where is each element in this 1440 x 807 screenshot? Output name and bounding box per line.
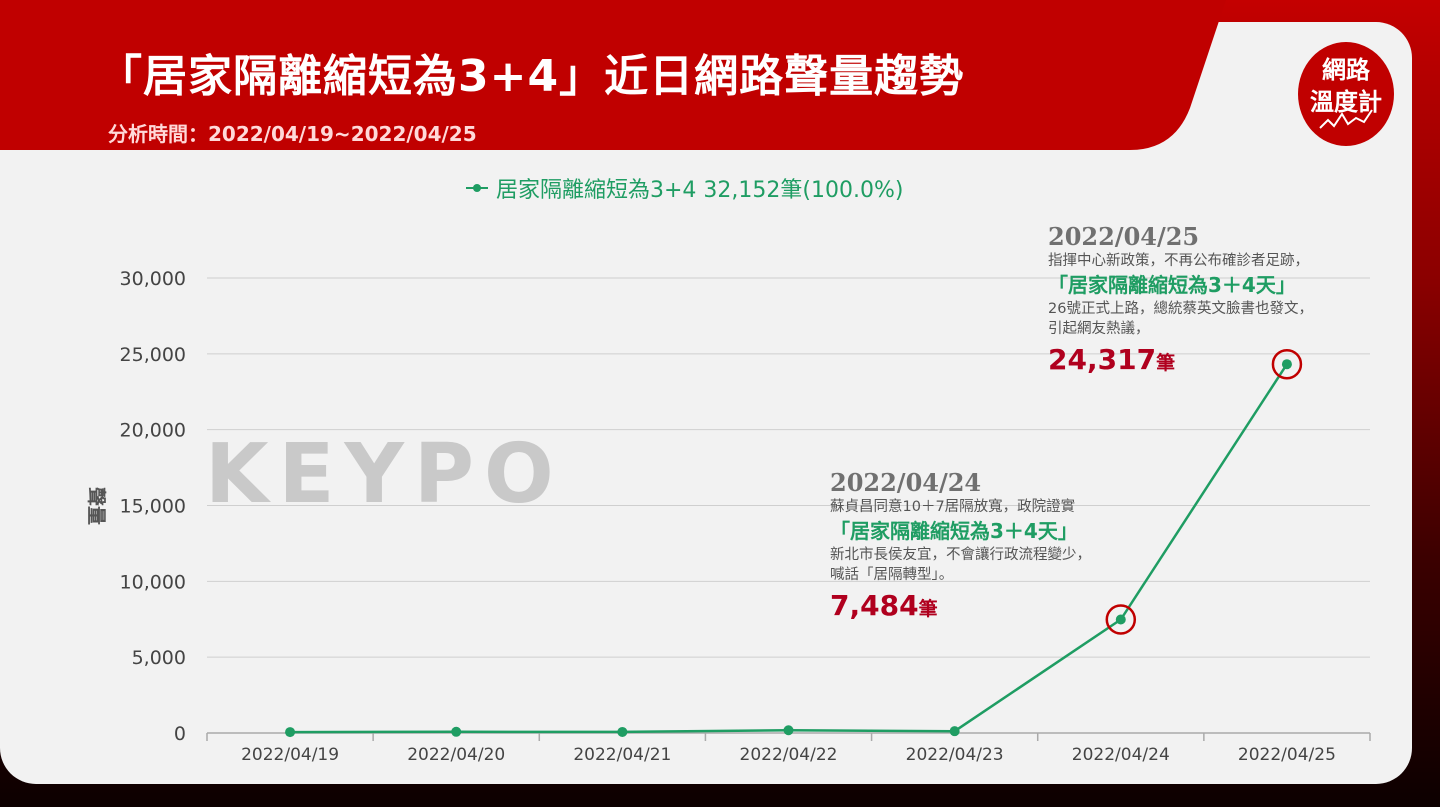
annotation-count: 24,317筆 bbox=[1048, 343, 1313, 376]
annotation-count-unit: 筆 bbox=[1156, 352, 1176, 374]
data-point[interactable] bbox=[783, 725, 794, 736]
pulse-icon bbox=[1319, 109, 1373, 129]
y-axis-label: 聲量 bbox=[85, 487, 108, 525]
annotation-text: 引起網友熱議， bbox=[1048, 321, 1150, 337]
annotation-date: 2022/04/24 bbox=[830, 468, 982, 497]
data-point[interactable] bbox=[949, 726, 960, 737]
annotation-count-value: 7,484 bbox=[830, 589, 919, 622]
x-tick-label: 2022/04/21 bbox=[573, 745, 671, 765]
series-line bbox=[290, 363, 1288, 734]
brand-badge: 網路 溫度計 bbox=[1298, 42, 1394, 146]
data-point[interactable] bbox=[617, 726, 628, 737]
data-point[interactable] bbox=[451, 726, 462, 737]
annotation-text: 新北市長侯友宜，不會讓行政流程變少， bbox=[830, 547, 1091, 563]
annotation-count-unit: 筆 bbox=[918, 598, 938, 620]
annotation-text: 26號正式上路，總統蔡英文臉書也發文， bbox=[1048, 301, 1313, 317]
highlight-ring bbox=[1271, 348, 1303, 380]
annotation-text: 喊話「居隔轉型」。 bbox=[830, 567, 954, 583]
y-tick-labels: 0 5,000 10,000 15,000 20,000 25,000 30,000 bbox=[120, 268, 186, 745]
x-tick-labels: 2022/04/19 2022/04/20 2022/04/21 2022/04/22… bbox=[241, 745, 1336, 765]
x-tick-label: 2022/04/20 bbox=[407, 745, 505, 765]
annotation-count-value: 24,317 bbox=[1048, 343, 1157, 376]
x-tick-label: 2022/04/23 bbox=[906, 745, 1004, 765]
watermark-text: KEYPO bbox=[205, 427, 564, 522]
legend-marker-icon bbox=[466, 181, 488, 195]
y-tick-label: 20,000 bbox=[120, 420, 186, 442]
data-point[interactable] bbox=[1281, 359, 1292, 370]
y-tick-label: 10,000 bbox=[120, 571, 186, 593]
chart-gridlines bbox=[207, 277, 1370, 658]
x-tick-label: 2022/04/22 bbox=[740, 745, 838, 765]
y-tick-label: 25,000 bbox=[120, 344, 186, 366]
annotation-text: 蘇貞昌同意10＋7居隔放寬，政院證實 bbox=[830, 499, 1076, 515]
annotation-date: 2022/04/25 bbox=[1048, 222, 1200, 251]
highlight-ring bbox=[1105, 604, 1137, 635]
legend-label: 居家隔離縮短為3+4 32,152筆(100.0%) bbox=[496, 178, 904, 203]
annotation-highlight: 「居家隔離縮短為3＋4天」 bbox=[830, 519, 1078, 543]
series-line-path bbox=[290, 363, 1288, 734]
data-points bbox=[285, 348, 1303, 738]
annotation-text: 指揮中心新政策，不再公布確診者足跡， bbox=[1048, 253, 1309, 269]
x-tick-label: 2022/04/19 bbox=[241, 745, 339, 765]
annotation-2022-04-25: 2022/04/25 指揮中心新政策，不再公布確診者足跡， 「居家隔離縮短為3＋… bbox=[1048, 222, 1313, 376]
y-tick-label: 30,000 bbox=[120, 268, 186, 290]
y-tick-label: 5,000 bbox=[132, 647, 186, 669]
chart-legend: 居家隔離縮短為3+4 32,152筆(100.0%) bbox=[466, 172, 903, 204]
annotation-highlight: 「居家隔離縮短為3＋4天」 bbox=[1048, 273, 1296, 297]
data-point[interactable] bbox=[1115, 614, 1126, 625]
y-tick-label: 0 bbox=[174, 723, 186, 745]
x-tick-label: 2022/04/24 bbox=[1072, 745, 1170, 765]
annotation-2022-04-24: 2022/04/24 蘇貞昌同意10＋7居隔放寬，政院證實 「居家隔離縮短為3＋… bbox=[830, 468, 1091, 622]
keypo-watermark: KEYPO bbox=[205, 427, 564, 522]
brand-line-1: 網路 bbox=[1322, 56, 1370, 84]
y-tick-label: 15,000 bbox=[120, 496, 186, 518]
header-band bbox=[0, 0, 1226, 150]
page-title: 「居家隔離縮短為3+4」近日網路聲量趨勢 bbox=[98, 51, 965, 102]
data-point[interactable] bbox=[285, 727, 296, 738]
analysis-period: 分析時間：2022/04/19~2022/04/25 bbox=[108, 122, 477, 146]
x-tick-label: 2022/04/25 bbox=[1238, 745, 1336, 765]
annotation-count: 7,484筆 bbox=[830, 589, 1091, 622]
